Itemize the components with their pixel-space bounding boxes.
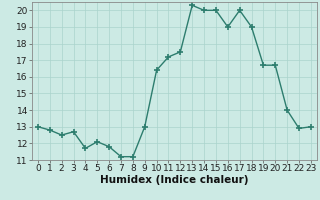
X-axis label: Humidex (Indice chaleur): Humidex (Indice chaleur) [100, 175, 249, 185]
